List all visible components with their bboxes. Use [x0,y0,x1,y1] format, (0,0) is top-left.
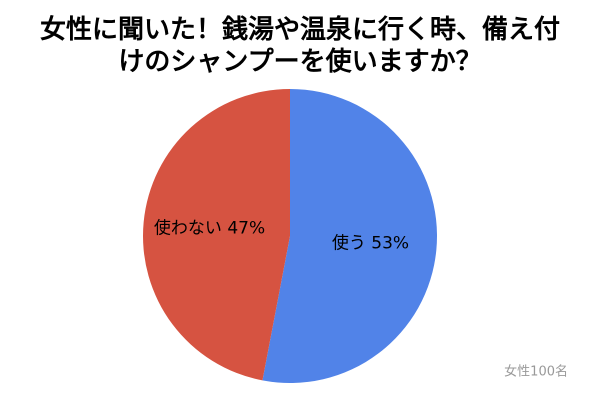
value-label: 47% [227,218,265,238]
data-label: 使わない 47% [154,217,265,238]
category-label: 使わない [154,217,222,238]
chart-title: 女性に聞いた！銭湯や温泉に行く時、備え付けのシャンプーを使いますか？ [39,15,560,77]
value-label: 53% [371,234,409,254]
note: 女性100名 [504,364,568,380]
pie-slice [142,89,290,381]
category-label: 使う [332,233,366,254]
data-label: 使う 53% [332,233,409,254]
pie-slice [262,89,437,383]
